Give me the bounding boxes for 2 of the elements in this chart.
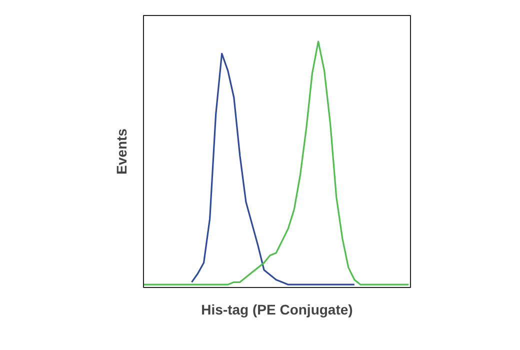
x-axis-title: His-tag (PE Conjugate)	[201, 302, 353, 318]
y-axis-title: Events	[114, 128, 130, 174]
